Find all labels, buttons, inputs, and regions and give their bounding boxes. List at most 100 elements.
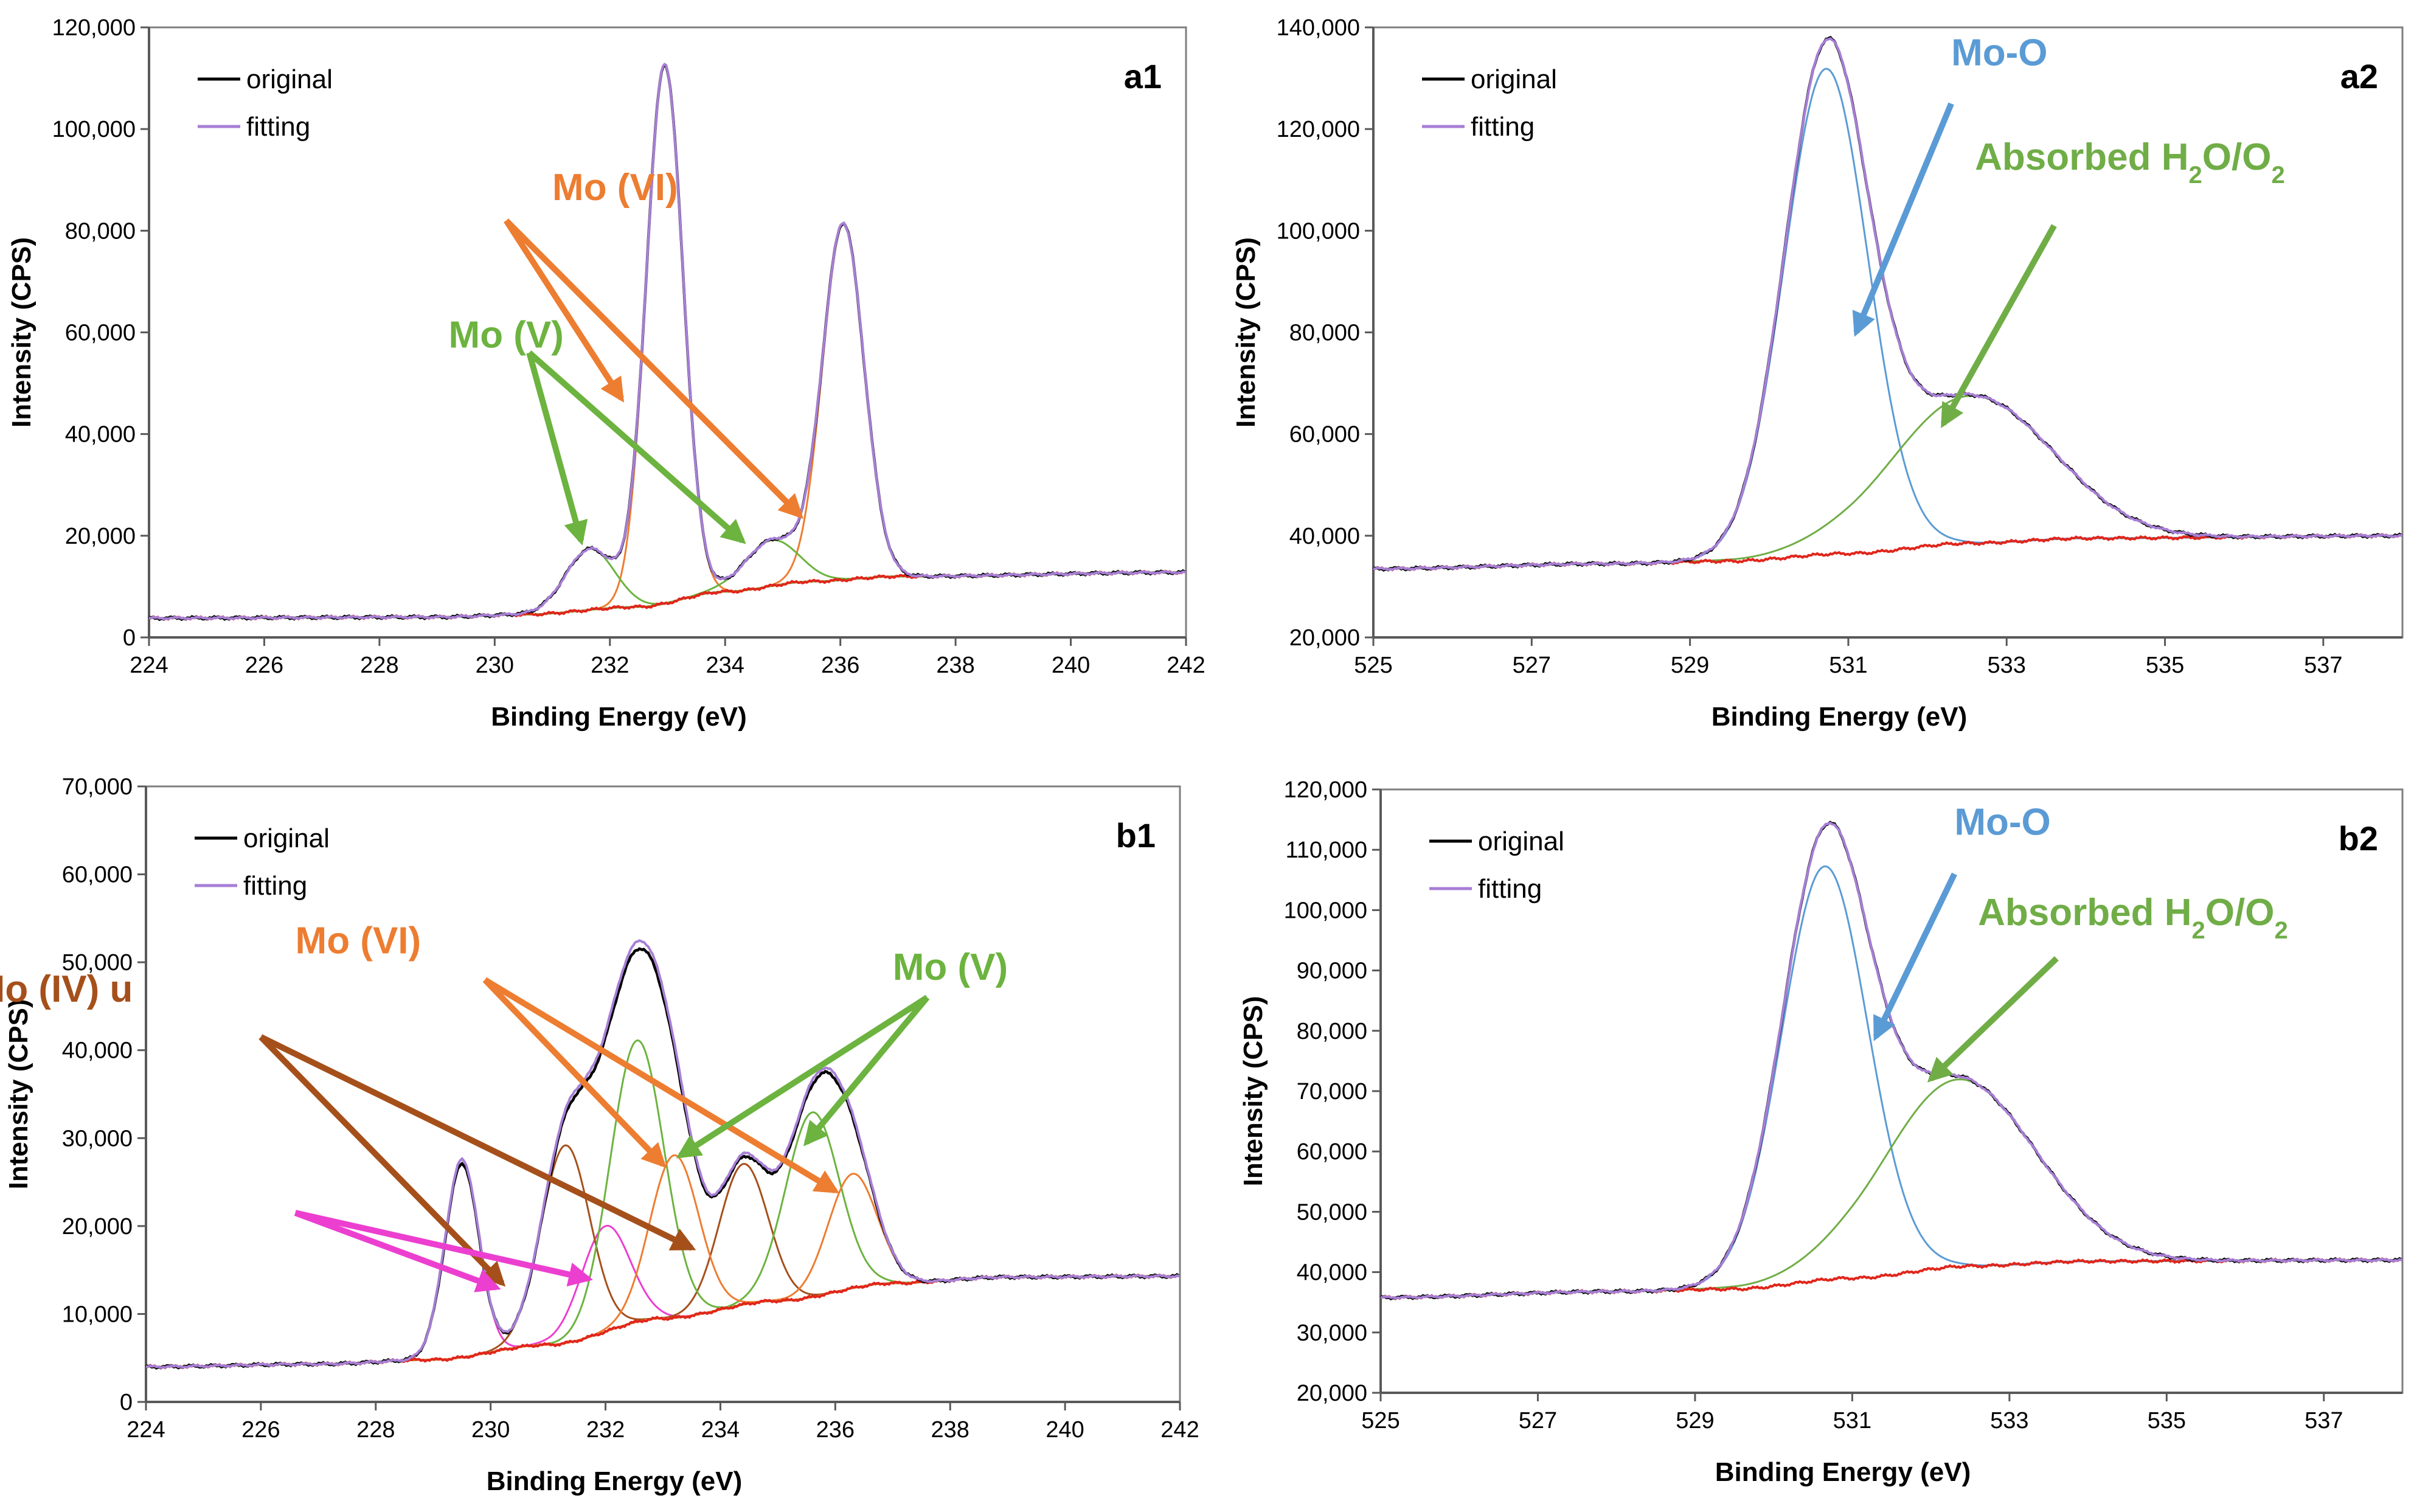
x-tick-label: 242 [1160,1417,1199,1443]
y-tick-label: 80,000 [1289,321,1360,346]
chart-panel-a1: 0 20,000 40,000 60,000 80,000 100,000 120,000 2… [7,15,1205,732]
y-tick-label: 110,000 [1285,837,1367,863]
legend-entry-fitting: fitting [243,871,307,901]
annotation: Mo-O [1873,801,2051,1041]
y-axis-title: Intensity (CPS) [4,999,33,1190]
y-tick-label: 20,000 [1289,625,1360,651]
annotation-arrow [294,1210,501,1292]
x-tick-label: 226 [241,1417,280,1443]
x-tick-label: 527 [1513,653,1551,678]
x-tick-label: 238 [936,653,974,678]
annotation: Absorbed H2O/O2 [1940,136,2285,428]
y-axis-title: Intensity (CPS) [1238,996,1268,1187]
legend-entry-fitting: fitting [246,112,310,142]
legend-entry-fitting: fitting [1471,112,1535,142]
x-tick-label: 529 [1671,653,1709,678]
y-tick-label: 120,000 [1277,117,1360,142]
x-tick-label: 531 [1833,1408,1871,1434]
annotation-arrow [1927,956,2059,1083]
y-tick-label: 40,000 [1297,1260,1367,1286]
y-tick-label: 60,000 [1297,1139,1367,1165]
y-tick-label: 30,000 [62,1126,133,1151]
panel-label-b2: b2 [2339,819,2378,858]
x-tick-label: 230 [476,653,514,678]
x-axis-title: Binding Energy (eV) [487,1466,742,1496]
annotation-label: Absorbed H2O/O2 [1978,892,2288,944]
annotation-label: Mo (IV) u [0,968,133,1010]
y-tick-label: 50,000 [1297,1199,1367,1225]
x-tick-label: 240 [1046,1417,1084,1443]
x-tick-label: 226 [245,653,283,678]
x-tick-label: 240 [1052,653,1090,678]
annotation-arrow [482,977,667,1168]
y-tick-label: 60,000 [62,862,133,888]
annotation-arrow [803,995,930,1146]
annotation-arrow [504,218,625,403]
panel-label-a2: a2 [2340,57,2378,95]
x-tick-label: 525 [1354,653,1392,678]
annotation-label: Mo (V) [893,946,1008,988]
x-tick-label: 535 [2146,653,2184,678]
x-tick-label: 238 [931,1417,969,1443]
x-tick-label: 224 [127,1417,165,1443]
y-tick-label: 0 [123,625,136,651]
annotation-arrow [258,1035,506,1287]
fitting-line [148,63,1187,621]
y-tick-label: 70,000 [62,774,133,800]
annotation-arrow [1940,224,2057,428]
y-tick-label: 40,000 [65,422,136,448]
x-tick-label: 232 [591,653,629,678]
y-tick-label: 50,000 [62,950,133,976]
chart-panel-b2: 20,000 30,000 40,000 50,000 60,000 70,000 80,0… [1238,777,2404,1487]
y-tick-label: 80,000 [1297,1019,1367,1044]
x-tick-label: 228 [360,653,398,678]
y-tick-label: 20,000 [62,1214,133,1240]
annotation-label: Mo-O [1951,32,2047,74]
annotation: Mo (IV) u [0,968,696,1287]
x-tick-label: 232 [586,1417,625,1443]
y-axis-title: Intensity (CPS) [1231,237,1261,428]
fitting-line [1373,37,2403,572]
y-tick-label: 40,000 [1289,524,1360,549]
x-tick-label: 230 [471,1417,510,1443]
annotation-label: Absorbed H2O/O2 [1975,136,2285,189]
y-axis-title: Intensity (CPS) [7,237,36,428]
annotation-arrow [676,994,929,1159]
x-tick-label: 228 [356,1417,395,1443]
annotation: Absorbed H2O/O2 [1927,892,2288,1083]
annotation-arrow [483,977,840,1194]
annotation: Mo (VI) [296,920,840,1194]
x-tick-label: 537 [2305,1408,2343,1434]
legend-entry-original: original [246,64,333,94]
annotation: Mo (V) [449,314,746,546]
legend-entry-original: original [1478,827,1564,856]
annotation-arrow [527,350,746,544]
x-tick-label: 234 [706,653,744,678]
y-tick-label: 60,000 [65,321,136,346]
x-tick-label: 224 [130,653,168,678]
legend-entry-fitting: fitting [1478,874,1542,904]
y-tick-label: 100,000 [52,117,136,142]
annotation: Mo (VI) [504,167,804,519]
annotation: Mo-O [1852,32,2048,337]
annotation-label: Mo (VI) [552,167,678,209]
y-tick-label: 90,000 [1297,959,1367,984]
fitting-line [145,939,1181,1370]
annotation-label: Mo (V) [449,314,564,356]
legend-entry-original: original [1471,64,1557,94]
annotation-arrow [294,1210,594,1287]
x-axis-title: Binding Energy (eV) [491,702,746,732]
y-tick-label: 10,000 [62,1302,133,1327]
annotation-label: Mo (VI) [296,920,421,962]
annotation-arrow [259,1034,696,1251]
y-tick-label: 60,000 [1289,422,1360,448]
x-tick-label: 236 [821,653,859,678]
x-tick-label: 242 [1167,653,1205,678]
y-tick-label: 80,000 [65,218,136,244]
x-tick-label: 533 [1990,1408,2028,1434]
y-tick-label: 70,000 [1297,1079,1367,1105]
chart-panel-a2: 20,000 40,000 60,000 80,000 100,000 120,000 14… [1231,15,2404,732]
annotation-arrow [1873,872,1957,1041]
x-tick-label: 535 [2148,1408,2186,1434]
